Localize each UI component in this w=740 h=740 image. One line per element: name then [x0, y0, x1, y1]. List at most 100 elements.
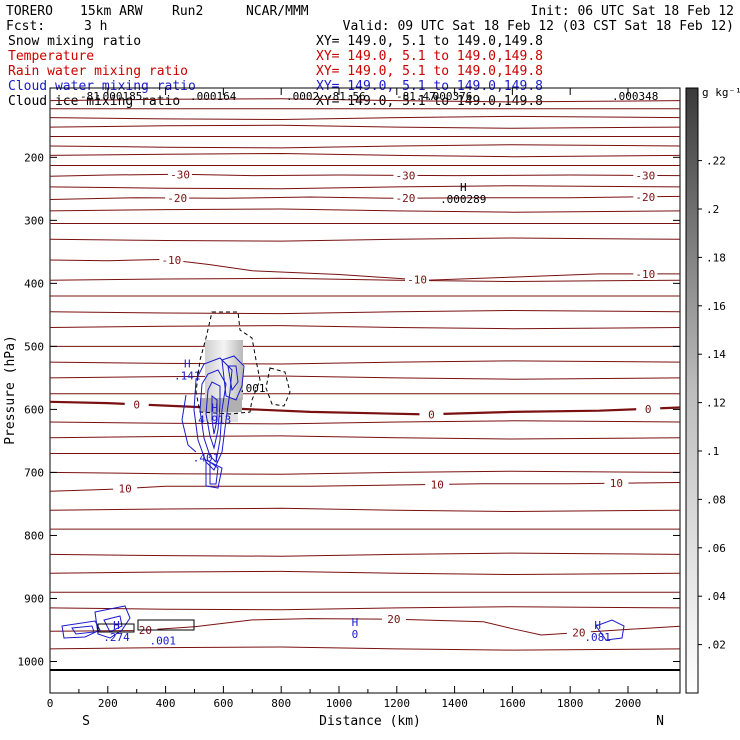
isotherm-minor: [50, 237, 680, 242]
isotherm-label: -10: [635, 268, 655, 281]
isotherm-minor: [50, 507, 680, 513]
x-tick-label: 1200: [384, 697, 411, 710]
model-name: TORERO: [6, 4, 53, 19]
isotherm-label-bg: [633, 266, 658, 280]
x-tick-label: 200: [98, 697, 118, 710]
extremum-tag: H: [460, 181, 467, 194]
low-cloud-contour-2: [71, 625, 95, 635]
cloud-water-contour-2: [199, 369, 227, 464]
isotherm-minor: [50, 570, 680, 576]
extremum-value: .081: [584, 631, 611, 644]
isotherm-label-bg: [425, 477, 450, 491]
isotherm-minor: [50, 208, 680, 213]
top-value-5: -81.56: [326, 90, 366, 103]
top-row-values: -81 .000185 .000164 .0002 -81.56 -81.47 …: [80, 90, 658, 103]
x-axis-title: Distance (km): [319, 714, 421, 729]
x-tick-label: 600: [213, 697, 233, 710]
field-name-rain: Rain water mixing ratio: [8, 64, 188, 79]
snow-shade-upper: [205, 340, 243, 400]
isotherm-label: 0: [645, 403, 652, 416]
isotherm-minor: [50, 420, 680, 425]
extrema-labels: H.000289H.141H4.913.401.001H.274.001H0H.…: [103, 181, 611, 647]
y-tick-label: 700: [24, 466, 44, 479]
grid-label: 15km ARW: [80, 4, 143, 19]
valid-time: Valid: 09 UTC Sat 18 Feb 12 (03 CST Sat …: [343, 19, 734, 34]
field-xy-rain: XY= 149.0, 5.1 to 149.0,149.8: [316, 64, 543, 79]
field-xy-cloud-water: XY= 149.0, 5.1 to 149.0,149.8: [316, 79, 543, 94]
isotherm--30: [50, 173, 680, 177]
field-name-cloud-ice: Cloud ice mixing ratio: [8, 94, 180, 109]
isotherm-label-bg: [168, 167, 193, 181]
isotherm--10: [50, 258, 680, 281]
colorbar-tick-label: .18: [706, 251, 726, 264]
low-cloud-contour-4: [103, 615, 123, 633]
colorbar-tick-label: .02: [706, 639, 726, 652]
colorbar-tick-label: .1: [706, 445, 719, 458]
extremum-value: .141: [174, 370, 201, 383]
x-tick-label: 1400: [441, 697, 468, 710]
low-cloud-contour-5: [595, 619, 625, 641]
snow-contour-outer: [195, 311, 261, 415]
cloud-water-contour-5: [221, 355, 245, 401]
top-value-2: .000185: [96, 90, 142, 103]
colorbar-fill: [685, 87, 699, 694]
cloud-water-contour-9: [181, 394, 197, 453]
isotherm-minor: [50, 606, 680, 611]
colorbar-tick-label: .04: [706, 590, 726, 603]
extremum-value: .001: [149, 634, 176, 647]
colorbar-tick-label: .22: [706, 155, 726, 168]
y-tick-label: 900: [24, 592, 44, 605]
isotherm-minor: [50, 124, 680, 129]
snow-contour-right: [265, 367, 291, 407]
isotherm-minor: [50, 552, 680, 557]
isotherm-label: 0: [428, 408, 435, 421]
y-tick-label: 500: [24, 340, 44, 353]
extremum-value: 4.913: [198, 414, 231, 427]
field-name-snow: Snow mixing ratio: [8, 34, 141, 49]
isotherm-minor: [50, 152, 680, 158]
colorbar-tick-label: .2: [706, 203, 719, 216]
extremum-tag: H: [594, 619, 601, 632]
colorbar: .02 .04 .06 .08 .1 .12 .14 .16 .18 .2 .22 g kg⁻¹: [685, 86, 740, 694]
x-tick-label: 1800: [557, 697, 584, 710]
isotherm-label: -30: [170, 168, 190, 181]
isotherm-label-bg: [636, 401, 661, 415]
x-tick-label: 1600: [499, 697, 526, 710]
colorbar-tick-label: .06: [706, 542, 726, 555]
isotherm-minor: [50, 98, 680, 103]
y-tick-label: 800: [24, 529, 44, 542]
cloud-water-contour-7: [205, 459, 223, 489]
field-name-temperature: Temperature: [8, 49, 94, 64]
isotherm-minor: [50, 360, 680, 365]
isotherm-label-bg: [113, 481, 138, 495]
fcst-value: 3 h: [84, 19, 107, 34]
top-value-7: .000376: [426, 90, 472, 103]
top-value-1: -81: [80, 90, 100, 103]
extremum-tag: H: [113, 619, 120, 632]
isotherm-label: 10: [610, 477, 623, 490]
low-cloud-contour-3: [94, 605, 131, 639]
isotherm-minor: [50, 277, 680, 283]
isotherm-minor: [50, 115, 680, 121]
isotherm-label-bg: [566, 625, 591, 639]
snow-shade-lower: [202, 412, 238, 422]
isotherm-minor: [50, 435, 680, 440]
isotherm-label: -20: [167, 192, 187, 205]
org-label: NCAR/MMM: [246, 4, 309, 19]
extremum-value: 0: [352, 628, 359, 641]
extremum-value: .000289: [440, 193, 486, 206]
isotherm-minor: [50, 375, 680, 380]
isotherm--20: [50, 195, 680, 200]
field-xy-cloud-ice: XY= 149.0, 5.1 to 149.0,149.8: [316, 94, 543, 109]
isotherm-label: -30: [635, 169, 655, 182]
isotherm-label: -10: [407, 274, 427, 287]
isotherm-10: [50, 482, 680, 492]
y-tick-label: 1000: [18, 655, 45, 668]
isotherm-label-bg: [393, 191, 418, 205]
extremum-tag: H: [211, 402, 218, 415]
colorbar-tick-label: .12: [706, 397, 726, 410]
top-value-8: .000348: [612, 90, 658, 103]
x-axis: 0 200 400 600 800 1000 1200 1400 1600 1800 2000: [47, 88, 658, 710]
